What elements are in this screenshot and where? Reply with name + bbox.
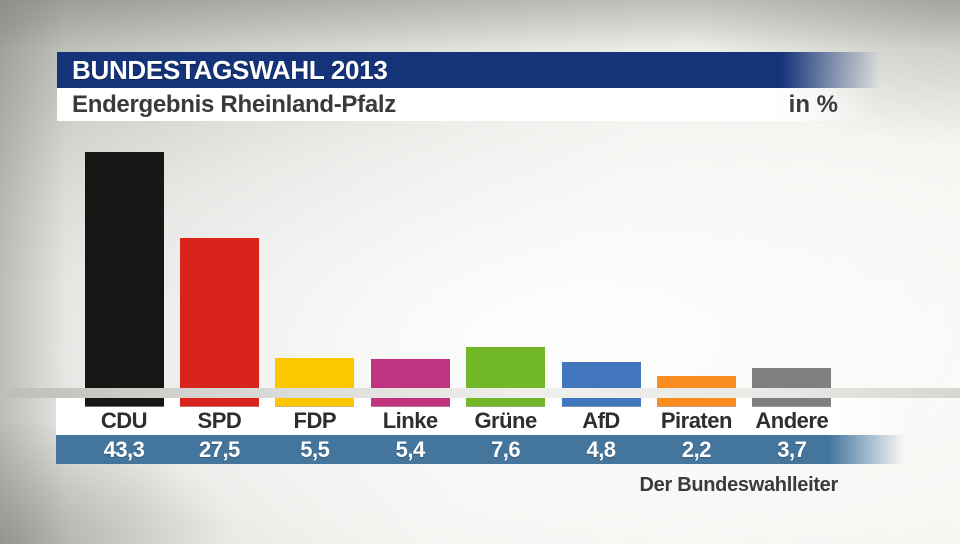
bar-stub-piraten bbox=[656, 398, 736, 407]
value-label: 3,7 bbox=[777, 437, 807, 462]
bar-andere bbox=[752, 367, 832, 388]
bar-stub-linke bbox=[370, 398, 450, 407]
bar-grüne bbox=[466, 346, 546, 388]
baseline-stripe bbox=[0, 388, 960, 398]
category-label: Linke bbox=[382, 408, 438, 433]
bar-stub-grüne bbox=[466, 398, 546, 407]
bar-afd bbox=[561, 361, 641, 388]
category-label: FDP bbox=[293, 408, 337, 433]
bar-linke bbox=[370, 358, 450, 388]
category-label: Andere bbox=[755, 408, 829, 433]
unit-label: in % bbox=[788, 91, 838, 118]
header-subtitle-bar: Endergebnis Rheinland-Pfalz in % bbox=[57, 88, 880, 121]
value-label: 4,8 bbox=[586, 437, 616, 462]
bar-stub-afd bbox=[561, 398, 641, 407]
bar-spd bbox=[179, 238, 259, 388]
value-label: 5,5 bbox=[300, 437, 330, 462]
value-label: 27,5 bbox=[198, 437, 240, 462]
bar-stub-andere bbox=[752, 398, 832, 407]
bar-stub-spd bbox=[179, 398, 259, 407]
bar-cdu bbox=[84, 152, 164, 388]
category-label: SPD bbox=[197, 408, 242, 433]
value-label: 5,4 bbox=[395, 437, 426, 462]
category-label: Grüne bbox=[474, 408, 537, 433]
page-title: BUNDESTAGSWAHL 2013 bbox=[72, 55, 388, 85]
value-label: 43,3 bbox=[103, 437, 145, 462]
bar-stub-fdp bbox=[275, 398, 355, 407]
header-title-bar: BUNDESTAGSWAHL 2013 bbox=[57, 52, 880, 88]
value-band bbox=[56, 435, 905, 464]
value-label: 7,6 bbox=[491, 437, 521, 462]
value-label: 2,2 bbox=[681, 437, 712, 462]
category-label: Piraten bbox=[660, 408, 733, 433]
bar-fdp bbox=[275, 358, 355, 388]
bar-piraten bbox=[656, 376, 736, 388]
source-credit: Der Bundeswahlleiter bbox=[639, 474, 838, 496]
category-label: CDU bbox=[100, 408, 148, 433]
category-label: AfD bbox=[582, 408, 620, 433]
bar-stub-cdu bbox=[84, 398, 164, 407]
chart-subtitle: Endergebnis Rheinland-Pfalz bbox=[72, 91, 396, 118]
